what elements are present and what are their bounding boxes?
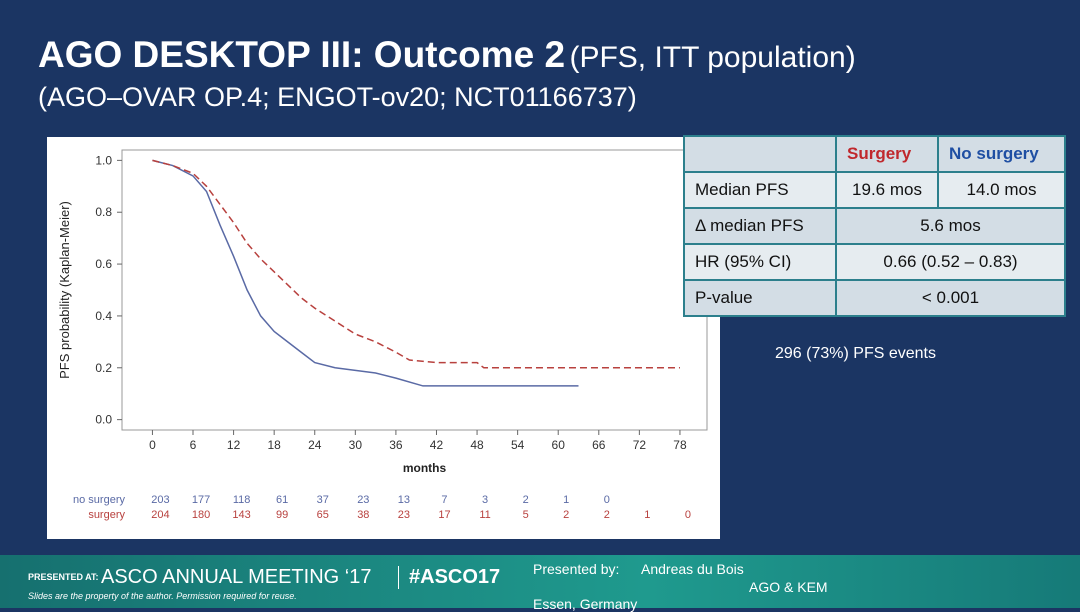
risk-count: 204 [151, 509, 169, 521]
risk-count: 203 [151, 494, 169, 506]
risk-count: 17 [438, 509, 450, 521]
risk-count: 2 [563, 509, 569, 521]
risk-count: 7 [441, 494, 447, 506]
plot-frame [121, 149, 708, 431]
risk-count: 23 [357, 494, 369, 506]
cell: 19.6 mos [835, 171, 939, 209]
x-axis-label: months [403, 461, 447, 475]
meeting: ASCO ANNUAL MEETING ‘17 [101, 566, 372, 588]
header-cell: Surgery [835, 135, 939, 173]
cell: 0.66 (0.52 – 0.83) [835, 243, 1066, 281]
chart: 0.00.20.40.60.81.00 6 12 18 24 30 36 42 48 54 60 66… [47, 137, 720, 539]
risk-count: 38 [357, 509, 369, 521]
risk-count: 0 [604, 494, 610, 506]
x-tick-label: 18 [267, 438, 281, 452]
x-tick-label: 54 [511, 438, 525, 452]
risk-label: surgery [88, 509, 125, 521]
x-tick-label: 42 [430, 438, 444, 452]
risk-count: 143 [232, 509, 250, 521]
row-label: HR (95% CI) [683, 243, 837, 281]
risk-label: no surgery [73, 494, 125, 506]
y-tick-label: 1.0 [95, 153, 112, 167]
risk-count: 177 [192, 494, 210, 506]
risk-count: 2 [523, 494, 529, 506]
row-label: Median PFS [683, 171, 837, 209]
cell: < 0.001 [835, 279, 1066, 317]
x-tick-label: 24 [308, 438, 322, 452]
x-tick-label: 6 [190, 438, 197, 452]
y-axis-label: PFS probability (Kaplan-Meier) [57, 201, 72, 379]
risk-count: 2 [604, 509, 610, 521]
y-tick-label: 0.2 [95, 361, 112, 375]
risk-count: 1 [563, 494, 569, 506]
header-cell: No surgery [937, 135, 1066, 173]
x-tick-label: 48 [470, 438, 484, 452]
affiliation: AGO & KEM [749, 579, 828, 595]
risk-count: 11 [479, 509, 490, 521]
presented-at: PRESENTED AT: [28, 572, 99, 582]
km-curve [152, 159, 680, 369]
x-tick-label: 66 [592, 438, 606, 452]
cell: 14.0 mos [937, 171, 1066, 209]
risk-count: 0 [685, 509, 691, 521]
y-tick-label: 0.6 [95, 257, 112, 271]
x-tick-label: 0 [149, 438, 156, 452]
location: Essen, Germany [533, 596, 638, 612]
risk-count: 180 [192, 509, 210, 521]
km-curve [152, 159, 579, 387]
risk-count: 3 [482, 494, 488, 506]
y-tick-label: 0.8 [95, 205, 112, 219]
risk-count: 23 [398, 509, 410, 521]
results-table: Surgery No surgery Median PFS 19.6 mos 14.0… [683, 135, 1066, 317]
hashtag: #ASCO17 [398, 566, 500, 589]
title-paren: (PFS, ITT population) [569, 41, 856, 74]
footer: PRESENTED AT: ASCO ANNUAL MEETING ‘17 #A… [0, 555, 1080, 612]
x-tick-label: 12 [227, 438, 241, 452]
title-main: AGO DESKTOP III: Outcome 2 [38, 34, 566, 75]
x-tick-label: 78 [673, 438, 687, 452]
cell: 5.6 mos [835, 207, 1066, 245]
risk-count: 1 [644, 509, 650, 521]
x-tick-label: 30 [349, 438, 363, 452]
title: AGO DESKTOP III: Outcome 2 (PFS, ITT pop… [38, 34, 856, 76]
risk-count: 118 [233, 494, 251, 506]
note: 296 (73%) PFS events [775, 345, 936, 362]
risk-count: 65 [317, 509, 329, 521]
row-label: Δ median PFS [683, 207, 837, 245]
presented-by: Presented by: [533, 561, 620, 577]
y-tick-label: 0.4 [95, 309, 112, 323]
x-tick-label: 72 [633, 438, 647, 452]
risk-count: 61 [276, 494, 288, 506]
risk-count: 13 [398, 494, 410, 506]
risk-count: 5 [523, 509, 529, 521]
risk-count: 99 [276, 509, 288, 521]
risk-count: 37 [317, 494, 329, 506]
x-tick-label: 36 [389, 438, 403, 452]
subtitle: (AGO–OVAR OP.4; ENGOT-ov20; NCT01166737) [38, 82, 637, 112]
disclaimer: Slides are the property of the author. P… [28, 591, 297, 601]
y-tick-label: 0.0 [95, 413, 112, 427]
x-tick-label: 60 [552, 438, 566, 452]
row-label: P-value [683, 279, 837, 317]
presenter: Andreas du Bois [641, 561, 744, 577]
